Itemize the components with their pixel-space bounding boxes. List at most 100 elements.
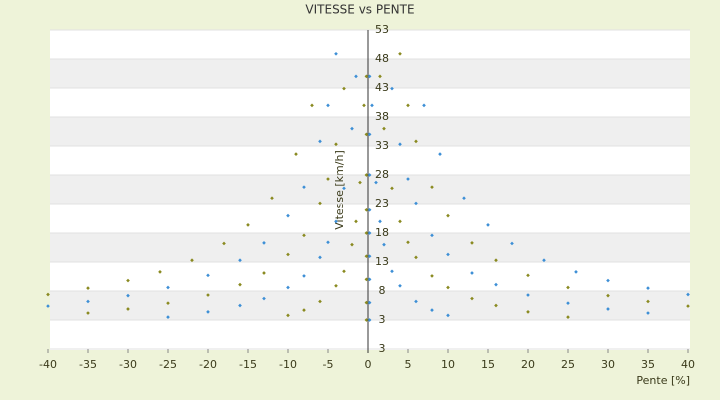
point [222,241,226,246]
point [126,307,130,311]
point [566,315,570,319]
point [367,277,372,282]
point [390,86,394,91]
point [334,142,338,147]
point [378,74,382,79]
point [286,285,290,290]
point [326,103,330,108]
x-tick-label: 20 [521,358,535,371]
point [46,292,50,297]
point [422,103,426,108]
y-tick-label: 3 [379,342,386,355]
point [364,74,369,79]
point [398,219,402,224]
point [606,293,610,298]
x-tick-label: 30 [601,358,615,371]
point [566,301,570,306]
point [166,301,170,306]
point [430,185,434,190]
point [646,286,650,290]
point [294,152,298,156]
point [414,299,418,304]
point [270,196,274,201]
point [494,303,498,308]
point [310,103,314,108]
x-tick-label: -30 [119,358,137,371]
x-tick-label: -40 [39,358,57,371]
point [606,278,610,283]
point [286,252,290,257]
x-tick-label: -35 [79,358,97,371]
x-tick-label: 35 [641,358,655,371]
point [446,252,450,257]
point [430,274,434,278]
point [238,282,242,287]
bands [50,59,690,320]
point [367,231,372,235]
x-tick-label: 10 [441,358,455,371]
y-tick-label: 53 [375,23,389,36]
point [364,300,369,305]
point [318,255,322,260]
point [86,286,90,290]
point [158,270,162,274]
point [542,258,546,263]
point [414,139,418,144]
point [566,285,570,290]
point [206,293,210,297]
point [367,318,372,322]
y-tick-label: 28 [375,168,389,181]
point [390,269,394,274]
point [446,285,450,290]
point [686,304,690,308]
point [286,213,290,218]
x-tick-label: 25 [561,358,575,371]
point [262,271,266,275]
y-tick-label: 48 [375,52,389,65]
point [364,173,369,177]
point [367,300,372,305]
point [86,311,90,315]
point [574,270,578,274]
point [362,103,366,108]
point [686,292,690,297]
x-tick-label: -20 [199,358,217,371]
x-tick-label: 5 [405,358,412,371]
x-axis-label: Pente [%] [636,374,690,387]
y-axis-label: Vitesse [km/h] [333,150,346,230]
point [262,241,266,245]
point [358,180,362,185]
point [494,258,498,263]
y-tick-label: 13 [375,255,389,268]
point [398,142,402,147]
point [470,296,474,301]
point [382,242,386,247]
point [364,318,369,322]
x-tick-label: -25 [159,358,177,371]
point [342,86,346,91]
point [367,207,372,212]
y-tick-label: 18 [375,226,389,239]
point [190,258,194,263]
point [646,299,650,304]
point [646,311,650,315]
point [438,152,442,156]
point [414,255,418,260]
point [126,278,130,283]
point [494,282,498,287]
point [406,240,410,245]
point [166,315,170,319]
point [526,310,530,314]
point [364,277,369,282]
point [390,186,394,191]
point [238,258,242,263]
point [367,74,372,79]
y-tick-label: 33 [375,139,389,152]
point [398,283,402,288]
point [382,126,386,131]
point [302,185,306,190]
point [462,196,466,201]
point [367,173,372,177]
